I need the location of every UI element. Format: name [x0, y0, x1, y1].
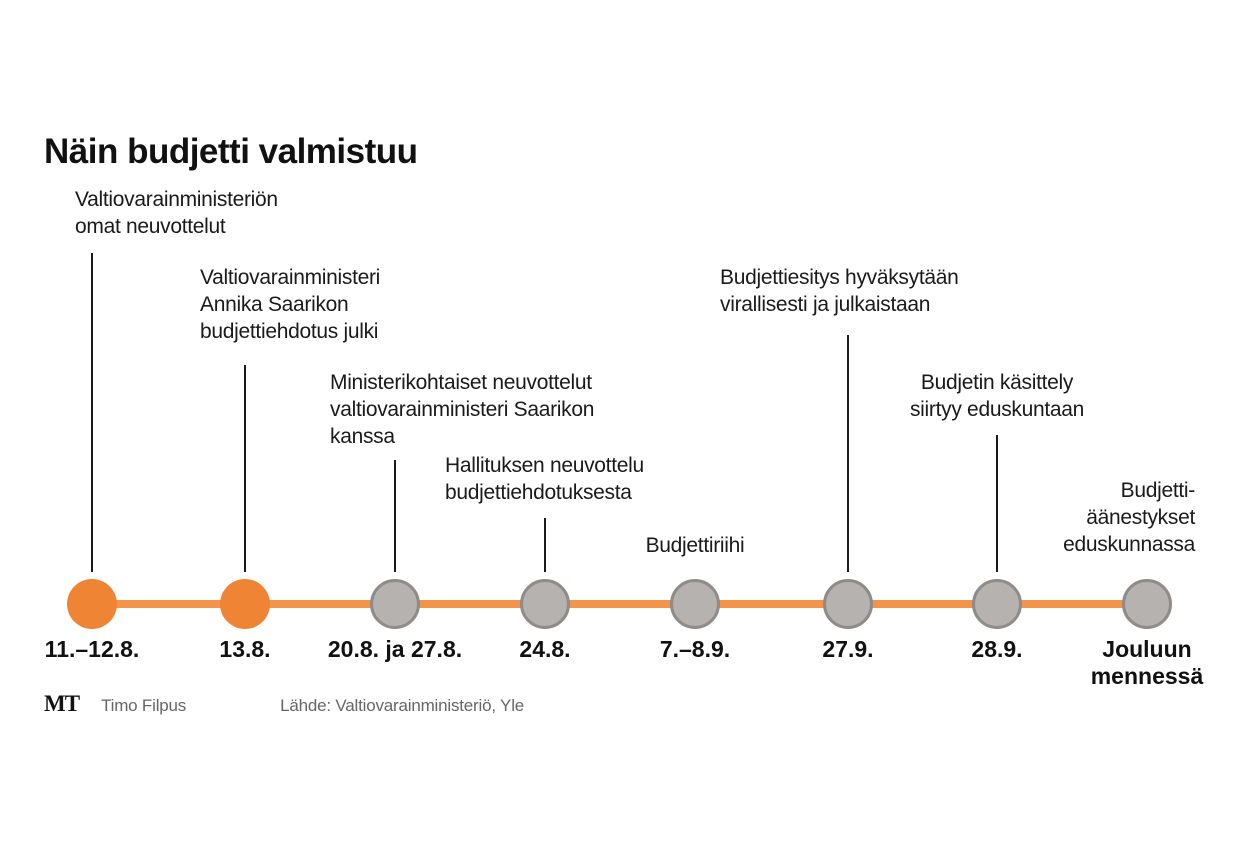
- event-date: Jouluun mennessä: [1090, 636, 1204, 689]
- event-connector: [244, 365, 246, 572]
- timeline-node: [670, 579, 720, 629]
- event-connector: [544, 518, 546, 572]
- event-connector: [996, 435, 998, 572]
- source-credit: Lähde: Valtiovarainministeriö, Yle: [280, 696, 525, 715]
- event-label: Valtiovarainministeri Annika Saarikon bu…: [200, 266, 381, 343]
- event-connector: [847, 335, 849, 572]
- event-label: Hallituksen neuvottelu budjettiehdotukse…: [445, 454, 644, 504]
- event-date: 11.–12.8.: [44, 636, 140, 662]
- event-label: Ministerikohtaiset neuvottelut valtiovar…: [330, 371, 595, 448]
- page-title: Näin budjetti valmistuu: [44, 132, 418, 171]
- event-label: Budjettiesitys hyväksytään virallisesti …: [720, 266, 959, 316]
- timeline-node: [972, 579, 1022, 629]
- event-label: Valtiovarainministeriön omat neuvottelut: [75, 188, 278, 238]
- event-label: Budjettiriihi: [645, 534, 745, 557]
- timeline-node-highlighted: [220, 579, 270, 629]
- timeline-node: [370, 579, 420, 629]
- footer: MT Timo Filpus Lähde: Valtiovarainminist…: [44, 691, 524, 717]
- timeline-line: [92, 600, 1147, 608]
- timeline-node: [520, 579, 570, 629]
- timeline-node: [823, 579, 873, 629]
- event-date: 7.–8.9.: [659, 636, 731, 662]
- event-connector: [91, 253, 93, 572]
- event-date: 28.9.: [971, 636, 1023, 662]
- timeline-node-highlighted: [67, 579, 117, 629]
- event-connector: [394, 460, 396, 572]
- mt-logo: MT: [44, 691, 80, 716]
- event-date: 13.8.: [219, 636, 271, 662]
- event-date: 24.8.: [519, 636, 571, 662]
- event-date: 27.9.: [822, 636, 874, 662]
- event-label: Budjetin käsittely siirtyy eduskuntaan: [909, 371, 1085, 421]
- event-date: 20.8. ja 27.8.: [327, 636, 463, 662]
- timeline-node: [1122, 579, 1172, 629]
- event-label: Budjetti- äänestykset eduskunnassa: [1063, 479, 1195, 556]
- author-credit: Timo Filpus: [101, 696, 187, 715]
